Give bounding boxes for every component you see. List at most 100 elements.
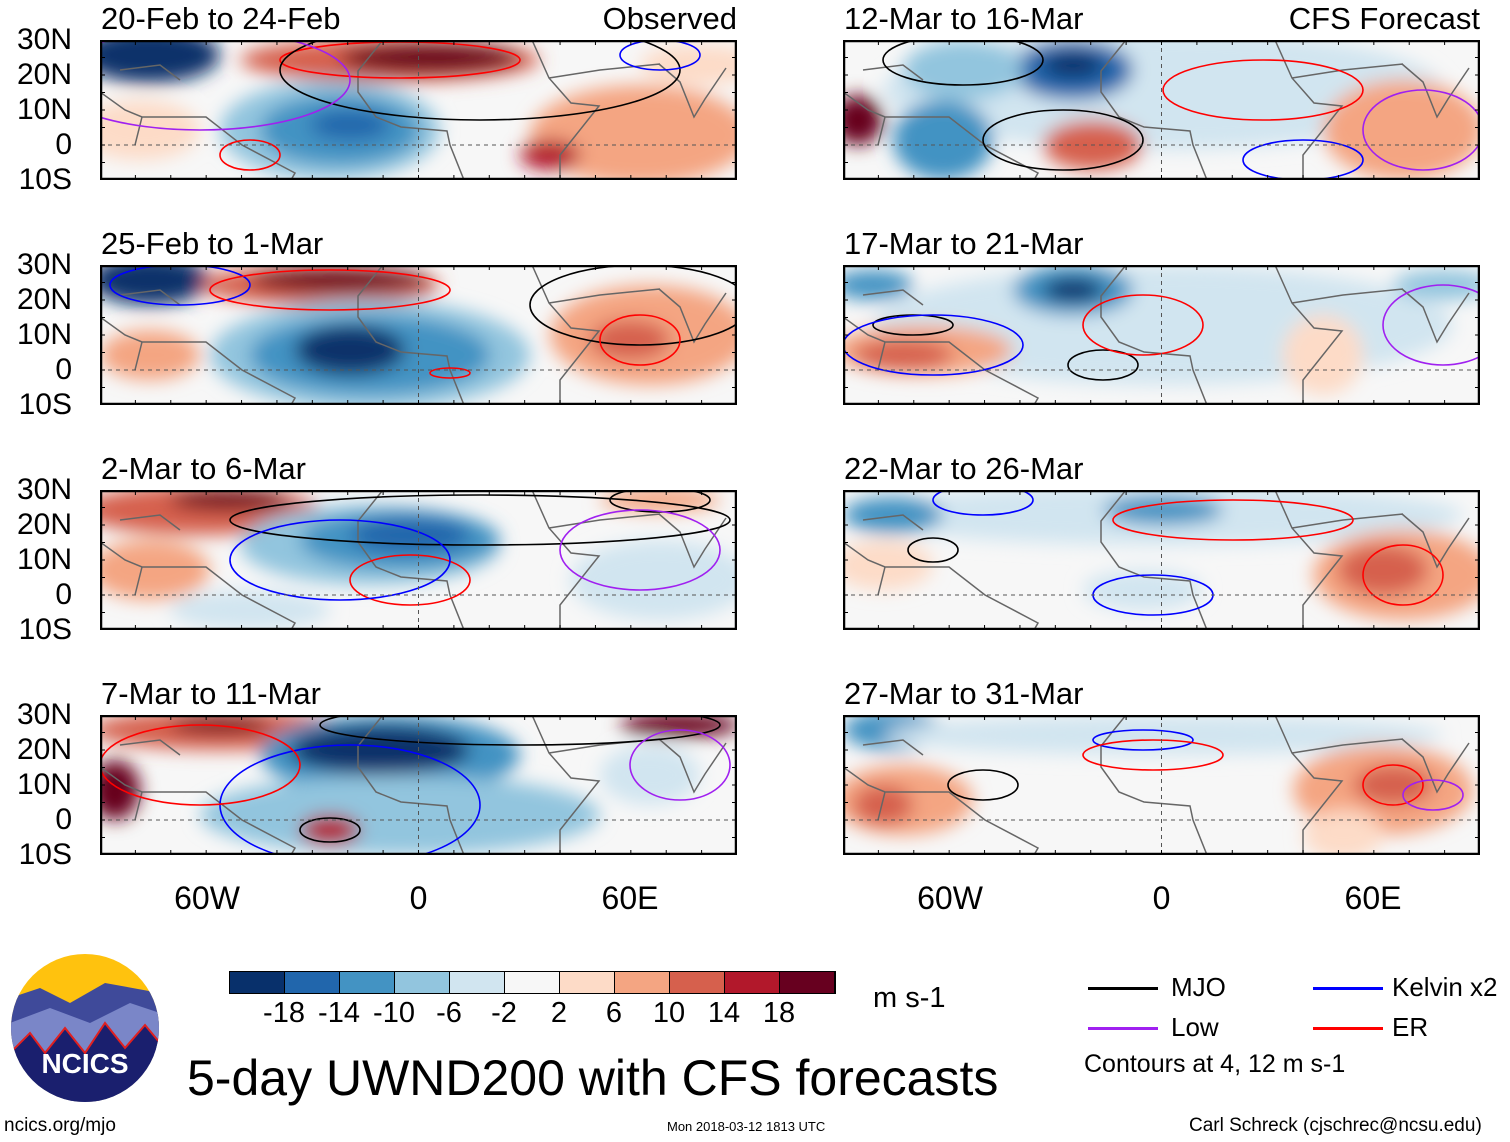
anomaly-region — [590, 320, 670, 360]
legend-label-mjo: MJO — [1171, 972, 1226, 1002]
coastline — [843, 715, 1470, 855]
anomaly-region — [853, 785, 913, 825]
anomaly-region — [250, 268, 430, 292]
footer-url[interactable]: ncics.org/mjo — [4, 1115, 116, 1136]
lon-label: 0 — [1152, 880, 1171, 916]
anomaly-region — [893, 100, 993, 180]
anomaly-region — [1338, 545, 1428, 595]
anomaly-region — [1043, 52, 1103, 78]
contour-line — [1082, 739, 1224, 771]
lat-label: 30N — [16, 698, 72, 731]
contour-line — [609, 490, 711, 513]
anomaly-region — [1353, 765, 1433, 805]
contour-line — [1067, 349, 1139, 381]
colorbar-tick: 18 — [762, 997, 796, 1029]
lat-label: 30N — [16, 248, 72, 281]
coastline — [100, 265, 727, 405]
footer-author: Carl Schreck (cjschrec@ncsu.edu) — [1189, 1115, 1482, 1136]
lat-label: 20N — [16, 58, 72, 91]
legend-line-low — [1088, 1027, 1158, 1030]
contour-line — [559, 509, 721, 591]
legend-label-kelvin: Kelvin x2 — [1392, 972, 1498, 1002]
lat-label: 30N — [16, 473, 72, 506]
anomaly-region — [843, 497, 943, 533]
lat-label: 20N — [16, 508, 72, 541]
contour-line — [1112, 499, 1354, 541]
anomaly-region — [1103, 495, 1223, 525]
colorbar-swatch — [284, 971, 339, 994]
contour-line — [100, 40, 351, 131]
anomaly-region — [530, 85, 737, 180]
lat-label: 20N — [16, 283, 72, 316]
map-panel — [99, 39, 738, 181]
contour-line — [319, 715, 721, 746]
contour-line — [1402, 779, 1464, 811]
logo-text: NCICS — [41, 1048, 129, 1079]
map-panel — [842, 714, 1481, 856]
panel-title: 12-Mar to 16-Mar — [844, 1, 1084, 36]
contour-line — [599, 314, 681, 366]
ncics-logo-icon — [11, 954, 159, 1102]
anomaly-region — [100, 40, 220, 83]
coastline — [100, 40, 727, 180]
lon-label: 60W — [174, 880, 240, 916]
contour-line — [843, 314, 1024, 376]
colorbar-swatch — [779, 971, 834, 994]
colorbar-swatch — [339, 971, 394, 994]
contour-line — [349, 554, 471, 606]
anomaly-region — [100, 265, 210, 305]
panel-title: 20-Feb to 24-Feb — [101, 1, 341, 36]
contour-line — [229, 494, 731, 546]
contour-line — [629, 729, 731, 801]
anomaly-region — [600, 745, 700, 805]
coastline — [100, 715, 727, 855]
map-panel — [842, 264, 1481, 406]
anomaly-region — [1043, 278, 1103, 302]
anomaly-region — [350, 517, 470, 553]
lat-label: 10S — [18, 613, 72, 646]
anomaly-region — [843, 95, 883, 145]
lat-label: 30N — [16, 23, 72, 56]
panel-title: 27-Mar to 31-Mar — [844, 676, 1084, 711]
colorbar-swatch — [504, 971, 559, 994]
panel-label: CFS Forecast — [1288, 1, 1480, 36]
colorbar-tick: 10 — [652, 997, 686, 1029]
contour-line — [947, 769, 1019, 801]
anomaly-region — [340, 43, 520, 73]
colorbar-units: m s-1 — [873, 982, 946, 1014]
lat-label: 0 — [55, 578, 72, 611]
contour-line — [907, 537, 959, 563]
figure-title: 5-day UWND200 with CFS forecasts — [187, 1050, 999, 1106]
colorbar-tick: -10 — [373, 997, 415, 1029]
colorbar-swatch — [449, 971, 504, 994]
contour-line — [1362, 544, 1444, 606]
panel-title: 25-Feb to 1-Mar — [101, 226, 324, 261]
colorbar-swatch — [724, 971, 779, 994]
contour-line — [1382, 284, 1480, 366]
anomaly-region — [843, 540, 933, 590]
lon-label: 60E — [1344, 880, 1402, 916]
legend-label-er: ER — [1392, 1012, 1429, 1042]
colorbar-swatch — [394, 971, 449, 994]
legend-line-mjo — [1088, 987, 1158, 990]
lat-label: 10S — [18, 388, 72, 421]
colorbar-tick: -2 — [491, 997, 517, 1029]
contour-line — [279, 40, 681, 121]
anomaly-region — [310, 110, 390, 140]
footer-timestamp: Mon 2018-03-12 1813 UTC — [667, 1119, 826, 1134]
anomaly-region — [295, 325, 405, 375]
coastline — [100, 490, 727, 630]
colorbar-tick: 6 — [605, 997, 623, 1029]
anomaly-region — [1303, 810, 1383, 855]
contour-line — [932, 490, 1034, 516]
anomaly-region — [903, 40, 1023, 100]
lat-label: 0 — [55, 128, 72, 161]
map-panel — [842, 39, 1481, 181]
colorbar-tick: -18 — [263, 997, 305, 1029]
anomaly-region — [883, 715, 1443, 755]
anomaly-region — [1323, 80, 1480, 180]
lat-label: 10N — [16, 93, 72, 126]
map-panel — [99, 489, 738, 631]
contour-line — [100, 724, 301, 806]
lat-label: 20N — [16, 733, 72, 766]
